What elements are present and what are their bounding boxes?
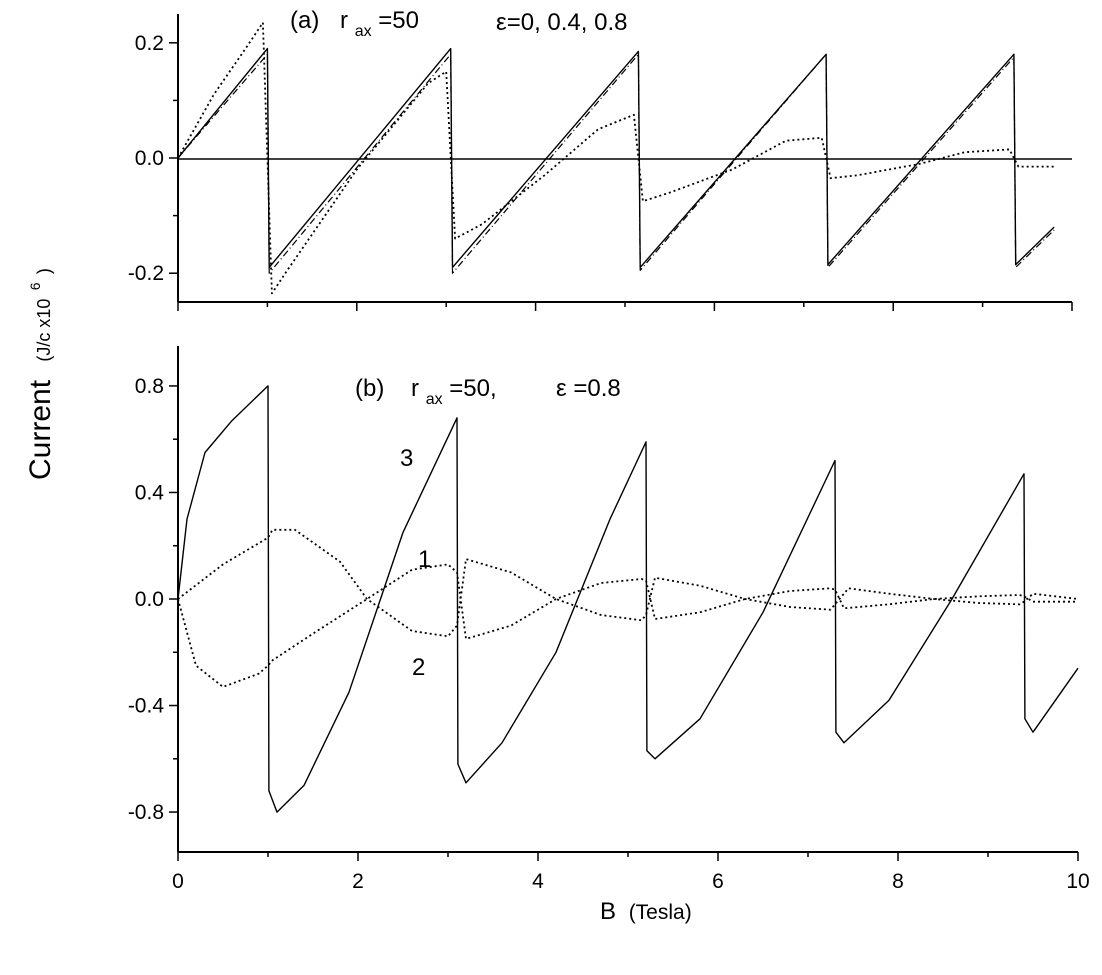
y-axis-title-units-close: ) xyxy=(34,268,54,274)
panel-b-x-tick-label: 8 xyxy=(892,870,904,893)
y-axis-title-main: Current xyxy=(24,379,57,480)
panel-b-x-tick-label: 6 xyxy=(712,870,724,893)
curve-label-3: 3 xyxy=(400,445,413,472)
panel-b-x-tick-labels: 0 2 4 6 8 10 xyxy=(172,870,1090,893)
panel-a-y-tick-label: 0.0 xyxy=(135,147,164,170)
panel-b-series-1-line xyxy=(177,528,1079,638)
panel-b-y-tick-label: -0.4 xyxy=(128,695,165,718)
panel-b-x-tick-label: 2 xyxy=(352,870,364,893)
panel-a-r-value: =50 xyxy=(378,7,419,34)
y-axis-title-units-exponent: 6 xyxy=(27,282,43,290)
panel-a-r-symbol: r xyxy=(340,7,348,34)
x-axis-title: B (Tesla) xyxy=(600,898,692,925)
y-axis-title-units: (J/c x10 xyxy=(34,299,54,362)
panel-a-annotation: (a) r ax =50 xyxy=(290,7,419,42)
panel-a-epsilon-values: ε=0, 0.4, 0.8 xyxy=(496,9,627,36)
panel-b-series-group xyxy=(177,385,1079,813)
panel-a: -0.2 0.0 0.2 (a) r ax =50 ε=0, 0.4, 0.8 xyxy=(128,7,1073,311)
panel-b-tag: (b) xyxy=(355,375,384,402)
panel-b: -0.8-0.40.00.40.8 0 2 4 6 8 10 (b) r ax =50, … xyxy=(128,346,1090,893)
panel-b-x-tick-label: 0 xyxy=(172,870,184,893)
panel-a-r-subscript: ax xyxy=(355,23,372,40)
panel-a-y-tick-label: -0.2 xyxy=(128,262,164,285)
panel-b-r-symbol: r xyxy=(411,375,419,402)
y-axis-title: Current (J/c x10 6 ) xyxy=(14,268,57,480)
x-axis-title-main: B xyxy=(600,898,616,925)
panel-a-axes xyxy=(169,14,1073,311)
panel-a-y-tick-label: 0.2 xyxy=(135,32,164,55)
panel-b-x-tick-label: 4 xyxy=(532,870,544,893)
panel-b-annotation: (b) r ax =50, xyxy=(355,375,497,410)
panel-b-y-tick-label: 0.4 xyxy=(135,481,165,504)
panel-a-series-group xyxy=(177,21,1055,295)
panel-b-r-value: =50, xyxy=(449,375,496,402)
panel-b-y-tick-label: -0.8 xyxy=(128,801,164,824)
panel-b-y-tick-label: 0.0 xyxy=(135,588,164,611)
panel-a-tag: (a) xyxy=(290,7,319,34)
panel-b-y-tick-label: 0.8 xyxy=(135,375,164,398)
panel-a-series-2-line xyxy=(177,53,1055,274)
panel-b-y-tick-labels: -0.8 -0.4 0.0 0.4 0.8 xyxy=(128,375,165,824)
panel-b-axes xyxy=(169,346,1079,861)
panel-b-r-subscript: ax xyxy=(426,391,443,408)
curve-label-2: 2 xyxy=(412,654,425,681)
panel-a-y-tick-labels: -0.2 0.0 0.2 xyxy=(128,32,164,285)
panel-a-series-3-line xyxy=(177,21,1055,295)
panel-b-epsilon-value: ε =0.8 xyxy=(556,375,621,402)
panel-b-series-2-line xyxy=(177,563,1078,688)
panel-b-x-tick-label: 10 xyxy=(1066,870,1089,893)
x-axis-title-units: (Tesla) xyxy=(629,901,692,924)
curve-label-1: 1 xyxy=(418,546,431,573)
panel-b-series-3-line xyxy=(177,385,1079,813)
